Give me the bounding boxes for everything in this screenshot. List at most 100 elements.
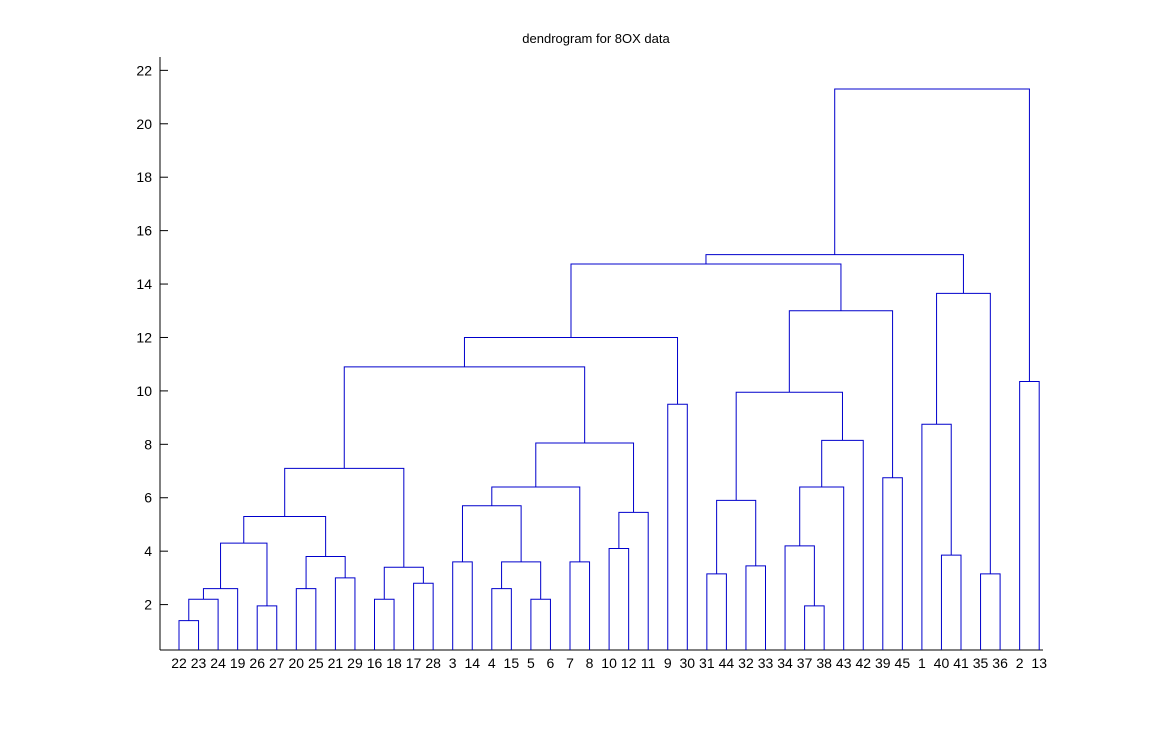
leaf-label: 14 — [464, 655, 480, 671]
y-tick-label: 20 — [136, 116, 152, 132]
dendrogram-link — [618, 511, 649, 650]
dendrogram-link — [821, 439, 864, 650]
leaf-label: 8 — [586, 655, 594, 671]
dendrogram-link — [569, 561, 591, 650]
y-tick-label: 12 — [136, 329, 152, 345]
leaf-label: 40 — [934, 655, 950, 671]
dendrogram-link — [178, 620, 200, 650]
leaf-label: 4 — [488, 655, 496, 671]
dendrogram-link — [784, 545, 815, 650]
dendrogram-link — [535, 442, 635, 513]
leaf-label: 42 — [855, 655, 871, 671]
dendrogram-link — [936, 292, 991, 574]
dendrogram-link — [705, 254, 964, 294]
leaf-label: 2 — [1016, 655, 1024, 671]
dendrogram-link — [334, 577, 356, 650]
leaf-label: 32 — [738, 655, 754, 671]
dendrogram-link — [202, 588, 239, 650]
y-tick-label: 8 — [144, 436, 152, 452]
dendrogram-link — [501, 561, 542, 600]
leaf-label: 13 — [1031, 655, 1047, 671]
y-tick-label: 6 — [144, 490, 152, 506]
dendrogram-link — [374, 598, 395, 650]
leaf-label: 38 — [816, 655, 832, 671]
dendrogram-links — [178, 88, 1040, 650]
dendrogram-link — [608, 547, 630, 650]
y-tick-label: 16 — [136, 223, 152, 239]
dendrogram-link — [491, 588, 512, 650]
leaf-label: 34 — [777, 655, 793, 671]
leaf-label: 24 — [210, 655, 226, 671]
leaf-labels: 22 23 24 19 26 27 20 25 21 29 16 18 17 28 3 14 4 15 5 6 7 8 10… — [171, 655, 1047, 671]
dendrogram-link — [799, 486, 845, 650]
leaf-label: 1 — [918, 655, 926, 671]
dendrogram-link — [220, 542, 268, 606]
leaf-label: 26 — [249, 655, 265, 671]
dendrogram-link — [921, 423, 952, 650]
dendrogram-link — [716, 499, 757, 574]
leaf-label: 5 — [527, 655, 535, 671]
leaf-label: 17 — [406, 655, 422, 671]
dendrogram-link — [980, 573, 1001, 650]
dendrogram-link — [383, 566, 424, 600]
y-axis: 2 4 6 8 10 12 14 16 18 20 22 — [136, 57, 168, 650]
leaf-label: 12 — [621, 655, 637, 671]
leaf-label: 41 — [953, 655, 969, 671]
dendrogram-link — [1019, 381, 1040, 650]
leaf-label: 16 — [367, 655, 383, 671]
dendrogram-link — [256, 605, 278, 650]
dendrogram-link — [413, 582, 434, 650]
leaf-label: 23 — [191, 655, 207, 671]
dendrogram-link — [882, 477, 903, 650]
leaf-label: 18 — [386, 655, 402, 671]
dendrogram-link — [706, 573, 727, 650]
leaf-label: 27 — [269, 655, 285, 671]
dendrogram-link — [834, 88, 1030, 382]
dendrogram-link — [188, 598, 219, 650]
leaf-label: 6 — [547, 655, 555, 671]
leaf-label: 21 — [328, 655, 344, 671]
chart-title: dendrogram for 8OX data — [522, 31, 670, 46]
dendrogram-link — [461, 505, 522, 562]
leaf-label: 37 — [797, 655, 813, 671]
y-tick-label: 18 — [136, 169, 152, 185]
dendrogram-link — [788, 310, 894, 478]
y-tick-label: 4 — [144, 543, 152, 559]
dendrogram-link — [667, 403, 688, 650]
leaf-label: 20 — [289, 655, 305, 671]
dendrogram-link — [305, 556, 346, 589]
leaf-label: 28 — [425, 655, 441, 671]
dendrogram-link — [530, 598, 551, 650]
dendrogram-link — [735, 391, 843, 501]
leaf-label: 44 — [719, 655, 735, 671]
dendrogram-link — [940, 554, 962, 650]
leaf-label: 9 — [664, 655, 672, 671]
leaf-label: 7 — [566, 655, 574, 671]
dendrogram-link — [284, 467, 405, 568]
leaf-label: 22 — [171, 655, 187, 671]
leaf-label: 30 — [680, 655, 696, 671]
y-tick-label: 10 — [136, 383, 152, 399]
leaf-label: 35 — [973, 655, 989, 671]
leaf-label: 45 — [895, 655, 911, 671]
leaf-label: 11 — [641, 655, 656, 671]
dendrogram-link — [491, 486, 581, 562]
dendrogram-link — [343, 366, 586, 469]
leaf-label: 25 — [308, 655, 324, 671]
dendrogram-link — [463, 336, 679, 405]
leaf-label: 10 — [601, 655, 617, 671]
leaf-label: 3 — [449, 655, 457, 671]
y-tick-label: 22 — [136, 62, 152, 78]
leaf-label: 33 — [758, 655, 774, 671]
dendrogram-link — [295, 588, 317, 650]
leaf-label: 31 — [699, 655, 715, 671]
dendrogram-link — [243, 515, 327, 557]
y-tick-label: 14 — [136, 276, 152, 292]
dendrogram-link — [452, 561, 473, 650]
leaf-label: 39 — [875, 655, 891, 671]
leaf-label: 19 — [230, 655, 246, 671]
y-tick-label: 2 — [144, 597, 152, 613]
leaf-label: 43 — [836, 655, 852, 671]
leaf-label: 36 — [992, 655, 1008, 671]
